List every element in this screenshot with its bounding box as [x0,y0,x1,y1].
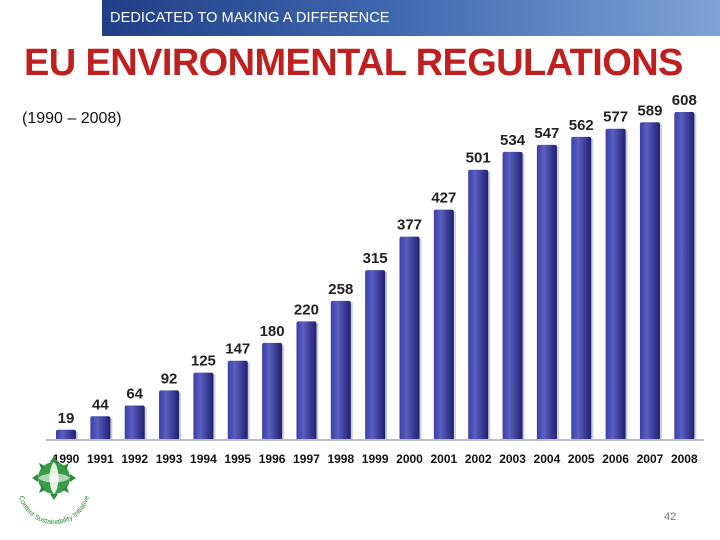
chart-subtitle: (1990 – 2008) [22,110,122,127]
value-label-2005: 562 [569,117,594,134]
page-title: EU ENVIRONMENTAL REGULATIONS [24,42,683,84]
x-tick-label-2005: 2005 [568,452,595,466]
x-tick-label-2003: 2003 [499,452,526,466]
x-tick-label-2000: 2000 [396,452,423,466]
value-label-1994: 125 [191,353,216,370]
bar-1994 [193,372,214,440]
bar-2001 [433,209,454,440]
bar-1993 [159,390,180,440]
x-tick-label-1997: 1997 [293,452,320,466]
value-label-2000: 377 [397,217,422,234]
x-tick-label-1999: 1999 [362,452,389,466]
page-number: 42 [664,511,677,523]
value-label-1990: 19 [58,410,75,427]
x-tick-label-2008: 2008 [671,452,698,466]
x-tick-label-2002: 2002 [465,452,492,466]
x-tick-label-1993: 1993 [156,452,183,466]
bar-2000 [399,236,420,440]
x-tick-label-1995: 1995 [224,452,251,466]
x-tick-label-2007: 2007 [637,452,664,466]
bars-layer [56,112,697,440]
bar-1990 [56,429,76,440]
value-label-2008: 608 [672,92,697,109]
bar-2006 [605,128,626,440]
value-label-1992: 64 [126,385,143,402]
x-tick-label-2001: 2001 [430,452,457,466]
value-label-1996: 180 [260,323,285,340]
value-label-2004: 547 [534,125,559,142]
x-tick-label-2006: 2006 [602,452,629,466]
globe-leaf-logo-icon: Content Sustainability Initiative [17,456,91,526]
x-tick-label-1994: 1994 [190,452,217,466]
value-label-1995: 147 [225,341,250,358]
banner-text: DEDICATED TO MAKING A DIFFERENCE [110,10,390,26]
value-label-1991: 44 [92,396,109,413]
x-tick-label-1991: 1991 [87,452,114,466]
value-label-1998: 258 [328,281,353,298]
value-label-2002: 501 [466,150,491,167]
value-label-2001: 427 [431,190,456,207]
x-tick-label-2004: 2004 [534,452,561,466]
bar-1999 [365,270,386,440]
x-tick-label-1992: 1992 [121,452,148,466]
value-label-1993: 92 [161,370,178,387]
bar-2002 [468,169,489,440]
bar-2003 [502,151,523,440]
bar-1995 [227,360,248,440]
x-tick-label-1996: 1996 [259,452,286,466]
value-label-2003: 534 [500,132,526,149]
bar-2005 [571,136,592,440]
value-label-1997: 220 [294,301,319,318]
value-label-2006: 577 [603,109,628,126]
bar-1997 [296,321,317,440]
bar-2007 [639,122,660,440]
bar-1998 [330,300,351,440]
value-label-1999: 315 [363,250,388,267]
bar-1992 [124,405,145,440]
value-labels-layer: 19 44 64 92 125 147 180 220 258 315 377 427 501 534 54… [58,92,697,427]
bar-2004 [536,144,557,440]
bar-1996 [262,342,283,440]
bar-1991 [90,416,111,440]
header-banner: DEDICATED TO MAKING A DIFFERENCE [102,0,720,36]
csi-logo: Content Sustainability Initiative [4,448,104,531]
x-tick-labels-layer: 1990 1991 1992 1993 1994 1995 1996 1997 1998 1999… [53,452,698,466]
x-tick-label-1998: 1998 [327,452,354,466]
value-label-2007: 589 [637,102,662,119]
x-tick-label-1990: 1990 [53,452,80,466]
bar-2008 [674,112,695,440]
